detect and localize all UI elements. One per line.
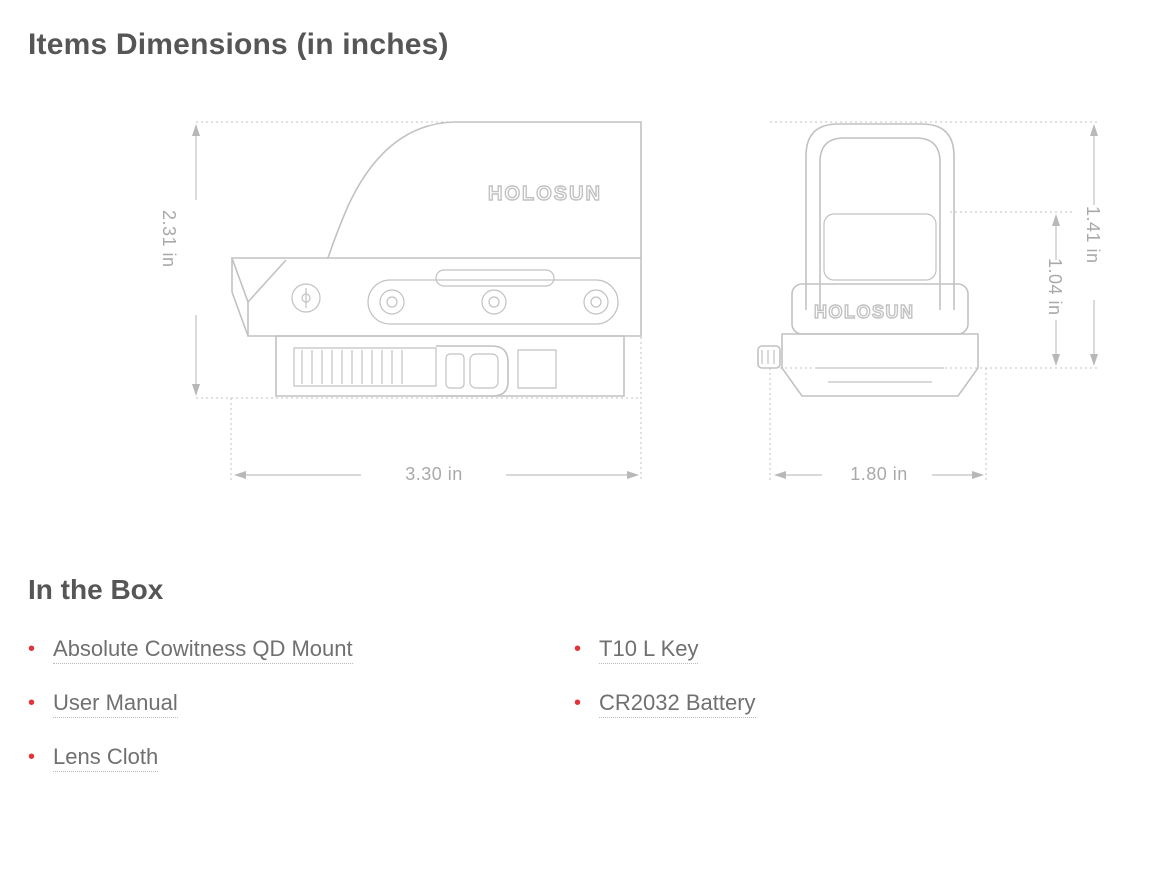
front-outer-height-label: 1.41 in — [1082, 206, 1103, 264]
side-height-label: 2.31 in — [158, 210, 179, 268]
list-item: • Lens Cloth — [28, 744, 518, 772]
list-item: • User Manual — [28, 690, 518, 718]
bullet-icon: • — [28, 693, 35, 713]
list-item-label[interactable]: T10 L Key — [599, 636, 698, 664]
brand-text-side: HOLOSUN — [488, 183, 602, 205]
list-item-label[interactable]: Absolute Cowitness QD Mount — [53, 636, 353, 664]
bullet-icon: • — [28, 747, 35, 767]
bullet-icon: • — [28, 639, 35, 659]
list-item-label[interactable]: User Manual — [53, 690, 178, 718]
dimensions-figure: HOLOSUN — [28, 110, 1144, 520]
list-item: • T10 L Key — [574, 636, 756, 664]
side-width-label: 3.30 in — [374, 464, 494, 485]
brand-text-front: HOLOSUN — [814, 302, 915, 322]
side-view-diagram: HOLOSUN — [136, 110, 676, 520]
front-inner-height-label: 1.04 in — [1044, 258, 1065, 316]
in-the-box-list: • Absolute Cowitness QD Mount • User Man… — [28, 636, 1144, 798]
dimensions-heading: Items Dimensions (in inches) — [28, 28, 1144, 62]
list-item: • CR2032 Battery — [574, 690, 756, 718]
list-item-label[interactable]: Lens Cloth — [53, 744, 158, 772]
list-item-label[interactable]: CR2032 Battery — [599, 690, 756, 718]
bullet-icon: • — [574, 639, 581, 659]
front-width-label: 1.80 in — [824, 464, 934, 485]
list-item: • Absolute Cowitness QD Mount — [28, 636, 518, 664]
bullet-icon: • — [574, 693, 581, 713]
in-the-box-heading: In the Box — [28, 574, 1144, 606]
front-view-diagram: HOLOSUN 1.41 in 1.04 in 1.80 in — [696, 110, 1136, 520]
